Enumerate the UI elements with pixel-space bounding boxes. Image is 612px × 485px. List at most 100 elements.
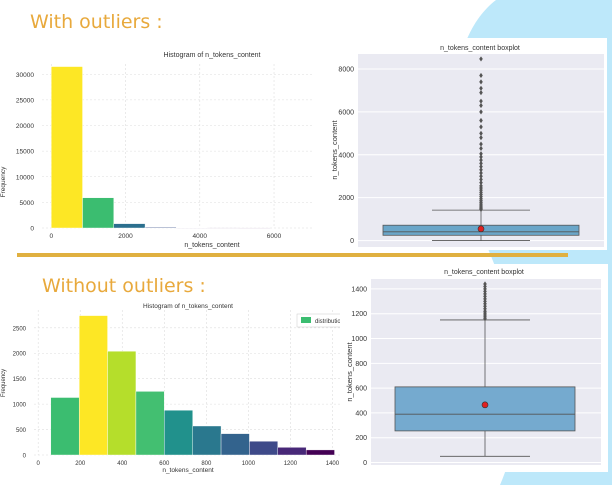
- x-tick-label: 0: [49, 233, 53, 240]
- x-tick-label: 1200: [284, 461, 298, 467]
- outlier-point: [479, 72, 483, 79]
- outlier-point: [479, 176, 483, 183]
- y-tick-label: 500: [16, 428, 27, 434]
- y-tick-label: 2000: [338, 195, 354, 202]
- box-body: [394, 386, 576, 432]
- y-tick-label: 5000: [20, 200, 35, 207]
- y-tick-label: 1500: [13, 377, 27, 383]
- y-axis-label: n_tokens_content: [330, 119, 339, 179]
- outlier-point: [479, 151, 483, 157]
- histogram-bar: [78, 315, 108, 456]
- outlier-point: [479, 98, 483, 104]
- y-tick-labels: 0 200 400 600 800 1000 1200 1400: [351, 286, 367, 467]
- histogram-bar: [249, 441, 278, 456]
- x-tick-label: 4000: [193, 233, 208, 240]
- x-tick-label: 800: [201, 461, 212, 467]
- x-tick-label: 200: [75, 461, 86, 467]
- chart-bars: [51, 66, 271, 229]
- histogram-bar: [144, 227, 177, 229]
- y-tick-label: 1000: [13, 403, 27, 409]
- histogram-bar: [82, 197, 114, 229]
- chart-title: Histogram of n_tokens_content: [143, 303, 233, 310]
- y-tick-label: 0: [23, 454, 27, 460]
- y-tick-label: 2500: [13, 326, 27, 332]
- boxplot-with-outliers: n_tokens_content boxplot 0 2000 4000 6000 80…: [330, 38, 607, 250]
- histogram-with-outliers: Histogram of n_tokens_content 0 5000 10000…: [0, 42, 318, 252]
- heading-without-outliers: Without outliers :: [42, 275, 206, 297]
- chart-title: Histogram of n_tokens_content: [164, 52, 261, 59]
- outlier-point: [479, 117, 483, 124]
- y-axis-label: Frequency: [0, 166, 7, 197]
- outlier-point: [479, 167, 483, 173]
- boxplot: [382, 56, 580, 241]
- mean-marker: [481, 401, 489, 409]
- mean-marker: [477, 225, 485, 233]
- outlier-point: [479, 79, 483, 85]
- y-tick-label: 15000: [16, 149, 34, 156]
- histogram-bar: [277, 447, 307, 456]
- y-tick-label: 10000: [16, 174, 34, 181]
- y-tick-label: 0: [363, 460, 367, 467]
- x-tick-label: 1000: [242, 461, 256, 467]
- histogram-bar: [107, 351, 137, 456]
- y-tick-label: 600: [355, 386, 367, 393]
- y-tick-label: 0: [350, 238, 354, 245]
- x-tick-label: 400: [117, 461, 128, 467]
- histogram-bar: [220, 433, 250, 456]
- y-tick-label: 0: [30, 226, 34, 233]
- chart-title: n_tokens_content boxplot: [440, 45, 520, 52]
- plot-area: [371, 279, 601, 465]
- y-axis-label: Frequency: [1, 369, 7, 397]
- y-tick-label: 25000: [16, 97, 34, 104]
- outlier-point: [479, 56, 483, 62]
- outlier-point: [479, 154, 483, 160]
- x-tick-label: 0: [37, 461, 41, 467]
- heading-with-outliers: With outliers :: [30, 11, 163, 33]
- outlier-point: [479, 102, 483, 109]
- outlier-point: [483, 281, 487, 287]
- legend-label: distribution: [315, 319, 344, 325]
- outlier-point: [479, 124, 483, 130]
- outlier-point: [479, 157, 483, 163]
- y-tick-label: 20000: [16, 123, 34, 130]
- outlier-point: [479, 173, 483, 179]
- y-tick-label: 800: [355, 361, 367, 368]
- x-axis-label: n_tokens_content: [184, 242, 239, 249]
- outlier-point: [479, 183, 483, 189]
- y-tick-label: 2000: [13, 352, 27, 358]
- x-tick-label: 1400: [326, 461, 340, 467]
- histogram-bar: [135, 391, 165, 456]
- y-tick-label: 1200: [351, 311, 367, 318]
- outlier-point: [479, 90, 483, 96]
- histogram-bar: [164, 410, 193, 456]
- y-tick-label: 1000: [351, 336, 367, 343]
- x-tick-label: 600: [159, 461, 170, 467]
- x-tick-label: 2000: [118, 233, 133, 240]
- y-tick-label: 400: [355, 410, 367, 417]
- x-tick-labels: 0 2000 4000 6000: [49, 233, 281, 240]
- outlier-point: [479, 85, 483, 91]
- histogram-without-outliers: Histogram of n_tokens_content 0 500 1000 15…: [0, 300, 348, 478]
- histogram-bar: [113, 223, 146, 229]
- histogram-bar: [50, 397, 80, 456]
- outlier-point: [479, 180, 483, 186]
- outlier-point: [479, 163, 483, 170]
- x-axis-label: n_tokens_content: [162, 467, 214, 474]
- x-tick-label: 6000: [267, 233, 282, 240]
- y-tick-label: 4000: [338, 152, 354, 159]
- boxplot: [394, 281, 576, 457]
- legend-swatch: [301, 317, 311, 323]
- outlier-point: [479, 170, 483, 176]
- chart-bars: [50, 315, 335, 456]
- y-tick-label: 200: [355, 435, 367, 442]
- y-tick-labels: 0 500 1000 1500 2000 2500: [13, 326, 27, 459]
- outlier-point: [479, 145, 483, 151]
- x-tick-labels: 0 200 400 600 800 1000 1200 1400: [37, 461, 340, 467]
- y-tick-labels: 0 2000 4000 6000 8000: [338, 67, 354, 246]
- outlier-point: [479, 160, 483, 166]
- outlier-point: [479, 130, 483, 136]
- boxplot-without-outliers: n_tokens_content boxplot 0 200 400 600 800 10…: [340, 264, 608, 472]
- chart-title: n_tokens_content boxplot: [444, 269, 524, 276]
- y-tick-label: 6000: [338, 109, 354, 116]
- y-tick-label: 8000: [338, 67, 354, 74]
